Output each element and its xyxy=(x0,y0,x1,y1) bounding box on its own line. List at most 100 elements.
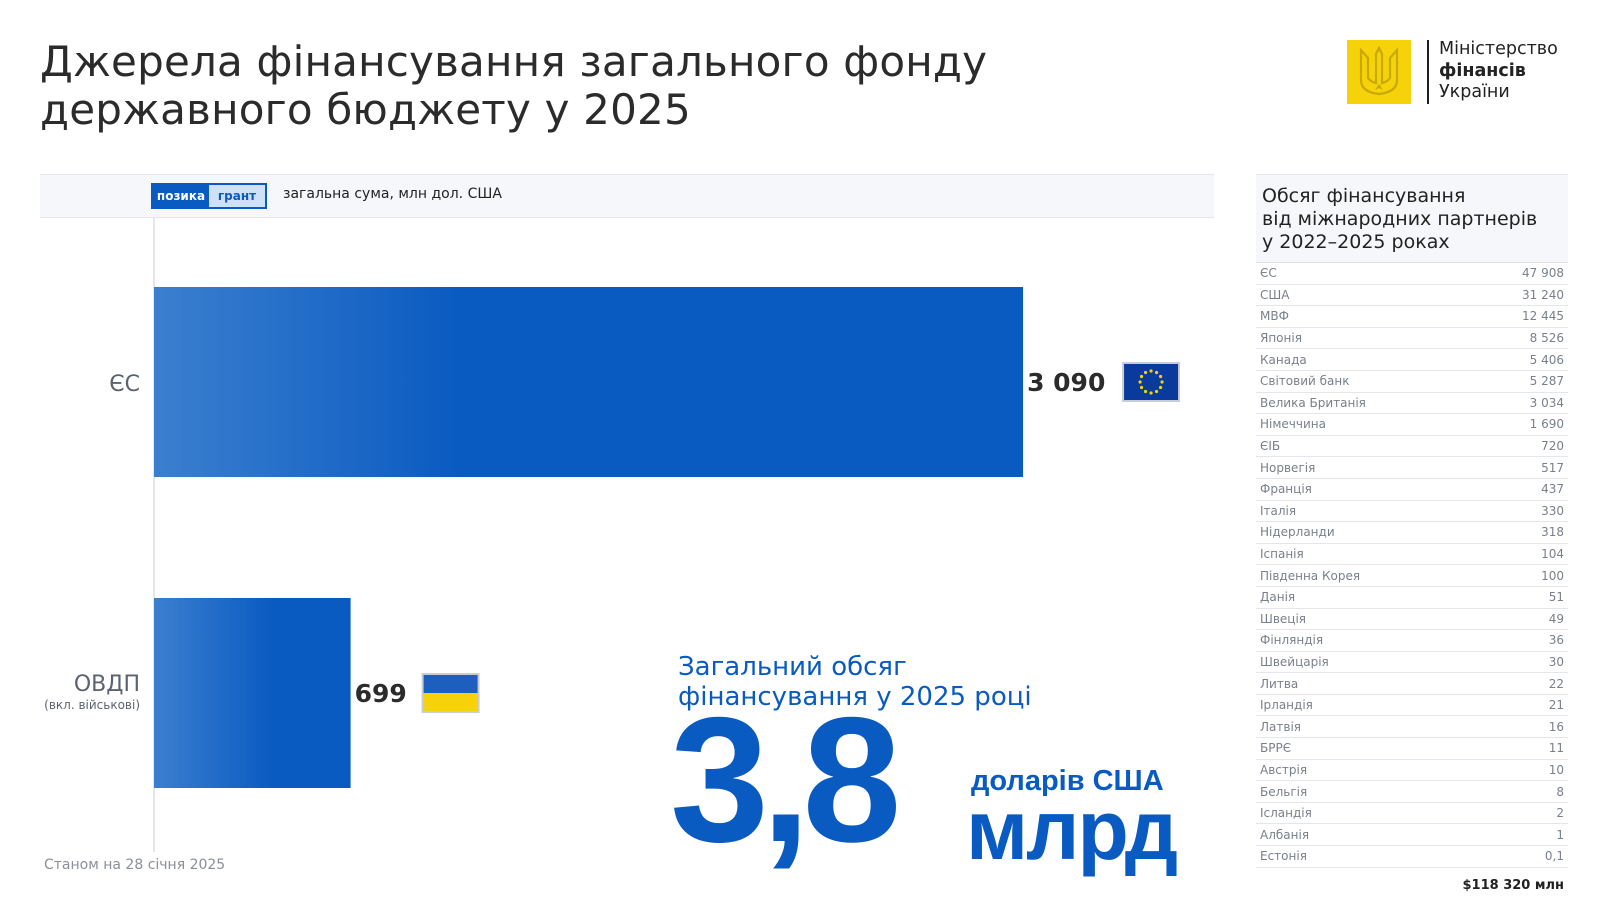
bar-value-label: 699 xyxy=(355,679,407,708)
partner-value: 330 xyxy=(1541,503,1564,518)
category-note: (вкл. військові) xyxy=(44,698,140,712)
partner-name: Данія xyxy=(1260,590,1296,605)
partner-value: 5 406 xyxy=(1529,352,1564,367)
logo-line-1: Міністерство xyxy=(1439,39,1558,59)
partner-row: Іспанія 104 xyxy=(1256,544,1568,566)
summary-unit-scale: млрд xyxy=(966,783,1178,877)
partner-value: 100 xyxy=(1541,568,1564,583)
partner-name: Світовий банк xyxy=(1260,374,1350,389)
summary-label-line-1: Загальний обсяг xyxy=(678,652,907,682)
partner-name: ЄІБ xyxy=(1260,439,1281,454)
partner-name: Швейцарія xyxy=(1260,654,1329,669)
partner-row: Фінляндія 36 xyxy=(1256,630,1568,652)
ukraine-flag-icon xyxy=(421,673,480,713)
logo-divider xyxy=(1427,40,1429,104)
partner-value: 318 xyxy=(1541,525,1564,540)
bar xyxy=(154,598,351,788)
partner-name: Литва xyxy=(1260,676,1299,691)
bar-value-label: 3 090 xyxy=(1027,368,1105,397)
category-label: ОВДП xyxy=(74,672,140,697)
partner-value: 2 xyxy=(1556,806,1564,821)
partners-panel-title: Обсяг фінансування від міжнародних партн… xyxy=(1256,174,1568,262)
partner-row: Латвія 16 xyxy=(1256,716,1568,739)
trident-emblem-icon xyxy=(1347,40,1411,104)
partner-row: Австрія 10 xyxy=(1256,760,1568,782)
page-title-line-1: Джерела фінансування загального фонду xyxy=(40,37,988,86)
partner-name: Канада xyxy=(1260,352,1307,367)
partner-row: Албанія 1 xyxy=(1256,824,1568,847)
partners-panel-title-line-3: у 2022–2025 роках xyxy=(1262,231,1450,253)
partner-value: 1 xyxy=(1556,827,1564,842)
partner-value: 5 287 xyxy=(1529,374,1564,389)
page-title-line-2: державного бюджету у 2025 xyxy=(40,85,691,134)
partner-name: Велика Британія xyxy=(1260,395,1366,410)
partner-name: Іспанія xyxy=(1260,547,1304,562)
eu-flag-icon xyxy=(1122,362,1181,402)
summary-unit-currency: доларів США xyxy=(971,765,1164,797)
partner-name: Нідерланди xyxy=(1260,525,1335,540)
partner-name: Італія xyxy=(1260,503,1297,518)
partner-row: Норвегія 517 xyxy=(1256,457,1568,479)
partner-row: Ісландія 2 xyxy=(1256,803,1568,825)
chart-legend-bar: позика грант загальна сума, млн дол. США xyxy=(40,174,1214,218)
partner-value: 12 445 xyxy=(1522,309,1564,324)
partner-name: Латвія xyxy=(1260,719,1301,734)
summary-label: Загальний обсяг фінансування у 2025 році xyxy=(678,652,1032,712)
partner-row: ЄІБ 720 xyxy=(1256,436,1568,458)
partner-row: МВФ 12 445 xyxy=(1256,306,1568,328)
partner-value: 720 xyxy=(1541,439,1564,454)
partner-name: Ісландія xyxy=(1260,806,1312,821)
partner-name: США xyxy=(1260,287,1290,302)
partner-row: Нідерланди 318 xyxy=(1256,522,1568,544)
partner-name: Естонія xyxy=(1260,849,1307,864)
partner-row: ЄС 47 908 xyxy=(1256,263,1568,285)
partner-name: Франція xyxy=(1260,482,1312,497)
partner-value: 49 xyxy=(1548,611,1564,626)
partner-row: Естонія 0,1 xyxy=(1256,846,1568,868)
partner-value: 30 xyxy=(1548,654,1564,669)
partner-name: Швеція xyxy=(1260,611,1307,626)
partner-row: Литва 22 xyxy=(1256,673,1568,695)
summary-total-value: 3,8 xyxy=(670,680,901,879)
partner-row: Канада 5 406 xyxy=(1256,349,1568,371)
ministry-logo: Міністерство фінансів України xyxy=(1347,38,1577,106)
partner-value: 104 xyxy=(1541,547,1564,562)
partner-value: 1 690 xyxy=(1529,417,1564,432)
partner-row: Південна Корея 100 xyxy=(1256,565,1568,587)
partner-row: Німеччина 1 690 xyxy=(1256,414,1568,436)
logo-line-3: України xyxy=(1439,82,1510,102)
partner-row: БРРЄ 11 xyxy=(1256,738,1568,760)
partners-panel: Обсяг фінансування від міжнародних партн… xyxy=(1256,174,1568,893)
partner-name: Фінляндія xyxy=(1260,633,1324,648)
partner-value: 21 xyxy=(1548,698,1564,713)
partner-name: МВФ xyxy=(1260,309,1289,324)
partner-value: 22 xyxy=(1548,676,1564,691)
partner-row: Італія 330 xyxy=(1256,501,1568,523)
partner-row: Данія 51 xyxy=(1256,587,1568,609)
partner-value: 36 xyxy=(1548,633,1564,648)
partner-name: Албанія xyxy=(1260,827,1310,842)
partner-row: Велика Британія 3 034 xyxy=(1256,393,1568,415)
logo-line-2: фінансів xyxy=(1439,60,1526,81)
category-label: ЄС xyxy=(109,372,140,397)
partner-row: Японія 8 526 xyxy=(1256,328,1568,350)
partner-name: Німеччина xyxy=(1260,417,1326,432)
as-of-date-footnote: Станом на 28 січня 2025 xyxy=(44,857,226,873)
partners-list: ЄС 47 908 США 31 240 МВФ 12 445 Японія 8 526 Кан… xyxy=(1256,262,1568,868)
partner-row: Світовий банк 5 287 xyxy=(1256,371,1568,393)
partner-value: 3 034 xyxy=(1529,395,1564,410)
partner-name: Ірландія xyxy=(1260,698,1313,713)
partner-name: БРРЄ xyxy=(1260,741,1292,756)
partner-value: 47 908 xyxy=(1522,266,1564,281)
partner-row: США 31 240 xyxy=(1256,285,1568,307)
partner-name: ЄС xyxy=(1260,266,1277,281)
logo-text: Міністерство фінансів України xyxy=(1439,39,1558,104)
partner-name: Бельгія xyxy=(1260,784,1308,799)
partner-value: 517 xyxy=(1541,460,1564,475)
partner-row: Бельгія 8 xyxy=(1256,781,1568,803)
partner-value: 8 xyxy=(1556,784,1564,799)
partner-value: 0,1 xyxy=(1544,849,1564,864)
partner-row: Ірландія 21 xyxy=(1256,695,1568,717)
bar xyxy=(154,287,1024,477)
partner-value: 10 xyxy=(1548,762,1564,777)
